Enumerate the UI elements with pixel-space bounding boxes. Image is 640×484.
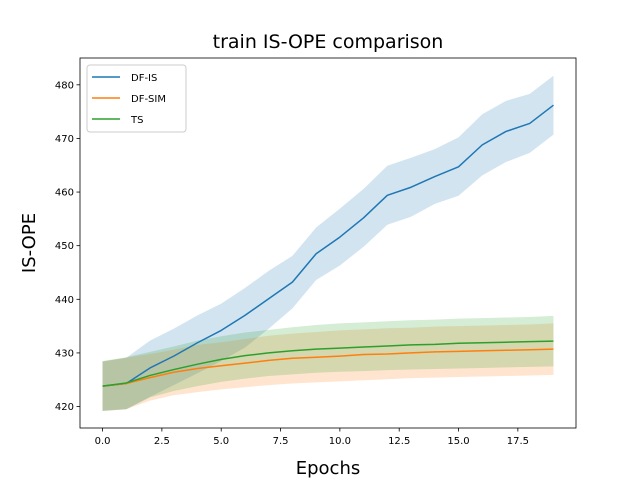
y-tick-label: 470 [55, 134, 74, 145]
confidence-bands [102, 75, 554, 411]
y-tick-label: 460 [55, 188, 74, 199]
x-tick-label: 15.0 [447, 436, 469, 447]
x-tick-label: 2.5 [154, 436, 170, 447]
x-tick-label: 5.0 [213, 436, 229, 447]
x-tick-label: 10.0 [329, 436, 351, 447]
x-axis-ticks: 0.0 2.5 5.0 7.5 10.0 12.5 15.0 17.5 [95, 428, 529, 447]
series-lines [102, 104, 554, 387]
series-line-2 [102, 340, 554, 387]
plot-frame [79, 57, 577, 429]
legend-box [86, 64, 187, 133]
confidence-band-2 [102, 315, 554, 411]
series-line-0 [102, 104, 554, 387]
y-tick-label: 430 [55, 348, 74, 359]
y-tick-label: 480 [55, 80, 74, 91]
y-axis-ticks: 420 430 440 450 460 470 480 [55, 80, 80, 413]
x-tick-label: 0.0 [95, 436, 111, 447]
x-tick-label: 7.5 [273, 436, 289, 447]
series-line-1 [102, 348, 554, 387]
x-tick-label: 12.5 [388, 436, 410, 447]
confidence-band-0 [102, 75, 554, 411]
y-tick-label: 440 [55, 295, 74, 306]
chart-title: train IS-OPE comparison [213, 31, 444, 53]
y-tick-label: 420 [55, 402, 74, 413]
legend: DF-IS DF-SIM TS [86, 64, 187, 133]
legend-entry-0: DF-IS [131, 73, 157, 84]
confidence-band-1 [102, 323, 554, 411]
y-tick-label: 450 [55, 241, 74, 252]
y-axis-label: IS-OPE [19, 213, 40, 273]
legend-entry-2: TS [130, 115, 143, 126]
x-axis-label: Epochs [296, 458, 361, 479]
x-tick-label: 17.5 [507, 436, 529, 447]
legend-entry-1: DF-SIM [131, 94, 166, 105]
